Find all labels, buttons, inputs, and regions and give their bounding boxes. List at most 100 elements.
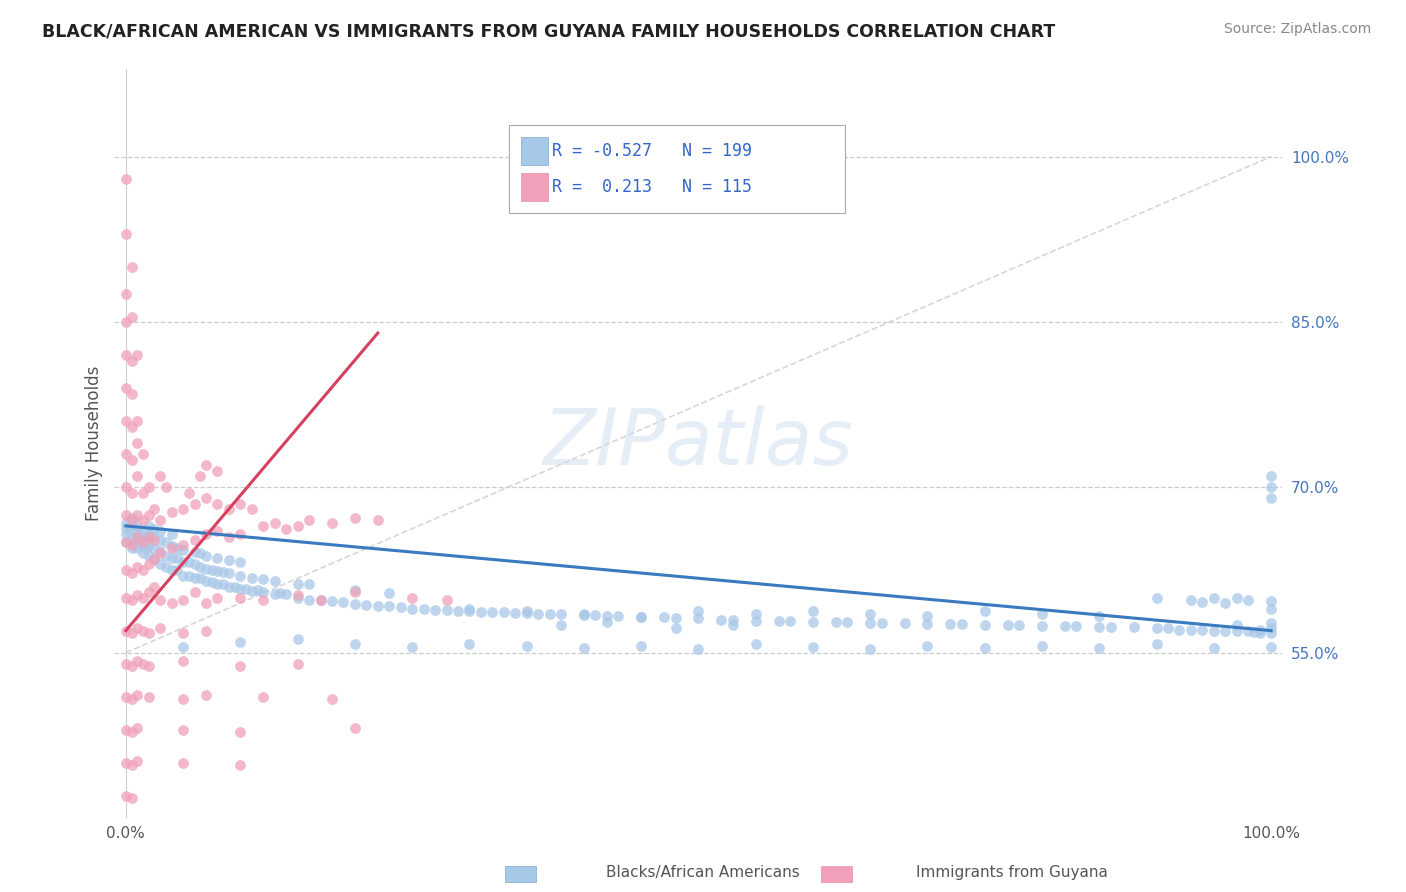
Point — [127, 508, 149, 522]
Point — [115, 535, 138, 549]
Point — [115, 723, 138, 737]
Point — [195, 549, 218, 563]
Point — [837, 615, 859, 629]
Point — [207, 577, 229, 591]
Point — [516, 639, 538, 653]
Point — [1226, 618, 1249, 632]
Point — [124, 524, 146, 539]
Point — [458, 601, 481, 615]
Point — [516, 604, 538, 618]
Point — [143, 502, 166, 516]
Point — [172, 655, 194, 669]
Point — [527, 607, 550, 621]
Point — [367, 599, 389, 614]
Point — [127, 530, 149, 544]
Point — [135, 530, 157, 544]
Point — [1249, 625, 1271, 640]
Point — [183, 533, 205, 548]
Point — [115, 447, 138, 461]
Point — [1213, 596, 1236, 610]
Point — [207, 591, 229, 605]
Point — [132, 563, 155, 577]
Point — [172, 502, 194, 516]
Point — [183, 585, 205, 599]
Point — [859, 642, 882, 657]
Point — [801, 615, 824, 629]
Point — [252, 572, 274, 586]
Point — [343, 585, 366, 599]
Point — [207, 497, 229, 511]
Point — [596, 615, 619, 629]
Point — [401, 640, 423, 655]
Point — [195, 574, 218, 588]
Point — [127, 414, 149, 428]
Point — [138, 526, 160, 541]
Point — [389, 600, 412, 615]
Text: Immigrants from Guyana: Immigrants from Guyana — [917, 865, 1108, 880]
Point — [1260, 469, 1282, 483]
Point — [195, 491, 218, 506]
Point — [127, 348, 149, 362]
Point — [172, 723, 194, 737]
Point — [744, 607, 766, 621]
Point — [269, 586, 291, 600]
Point — [155, 535, 177, 549]
Point — [801, 604, 824, 618]
Point — [121, 310, 143, 324]
Point — [121, 625, 143, 640]
Point — [378, 599, 401, 614]
Point — [378, 586, 401, 600]
Point — [1243, 624, 1265, 639]
Point — [207, 564, 229, 578]
Point — [1260, 594, 1282, 608]
Point — [1202, 624, 1225, 638]
Point — [149, 558, 172, 572]
Point — [201, 575, 224, 590]
Point — [115, 480, 138, 494]
Point — [207, 550, 229, 565]
Point — [235, 582, 257, 596]
Point — [160, 550, 183, 565]
Point — [132, 657, 155, 671]
Point — [287, 588, 309, 602]
Point — [721, 618, 744, 632]
Point — [229, 555, 252, 569]
Point — [423, 602, 446, 616]
Point — [321, 692, 343, 706]
Point — [630, 610, 652, 624]
Point — [664, 611, 686, 625]
Point — [1202, 591, 1225, 605]
Point — [149, 469, 172, 483]
Point — [127, 655, 149, 669]
Point — [115, 315, 138, 329]
Point — [195, 624, 218, 638]
Point — [973, 604, 995, 618]
Point — [950, 617, 973, 632]
Point — [121, 452, 143, 467]
Point — [188, 571, 211, 585]
Point — [149, 524, 172, 539]
Point — [115, 526, 138, 541]
Point — [287, 632, 309, 647]
Text: BLACK/AFRICAN AMERICAN VS IMMIGRANTS FROM GUYANA FAMILY HOUSEHOLDS CORRELATION C: BLACK/AFRICAN AMERICAN VS IMMIGRANTS FRO… — [42, 22, 1056, 40]
Point — [298, 513, 321, 527]
Point — [115, 521, 138, 535]
Point — [939, 617, 962, 632]
Point — [127, 469, 149, 483]
Point — [188, 469, 211, 483]
Point — [1168, 623, 1191, 637]
Point — [218, 566, 240, 581]
Point — [1202, 641, 1225, 656]
Point — [149, 546, 172, 560]
Point — [172, 555, 194, 569]
Point — [332, 595, 354, 609]
Point — [538, 607, 561, 621]
Point — [287, 657, 309, 671]
Point — [172, 692, 194, 706]
Point — [721, 613, 744, 627]
Point — [458, 637, 481, 651]
Point — [240, 571, 263, 585]
Point — [127, 721, 149, 735]
Point — [596, 609, 619, 624]
Point — [630, 639, 652, 653]
